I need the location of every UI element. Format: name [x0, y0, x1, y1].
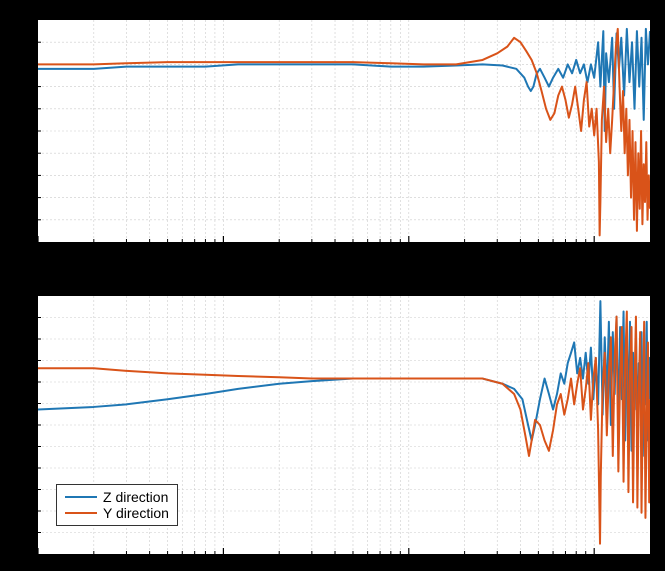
legend-item-0: Z direction [65, 489, 169, 505]
subplot-1 [36, 18, 652, 244]
series-z-1 [38, 29, 650, 131]
legend-label: Y direction [103, 505, 169, 521]
chart-svg-1 [38, 20, 650, 242]
series-y-1 [38, 29, 650, 235]
legend-item-1: Y direction [65, 505, 169, 521]
legend-line-icon [65, 512, 97, 514]
legend-label: Z direction [103, 489, 168, 505]
legend: Z directionY direction [56, 484, 178, 526]
legend-line-icon [65, 496, 97, 498]
